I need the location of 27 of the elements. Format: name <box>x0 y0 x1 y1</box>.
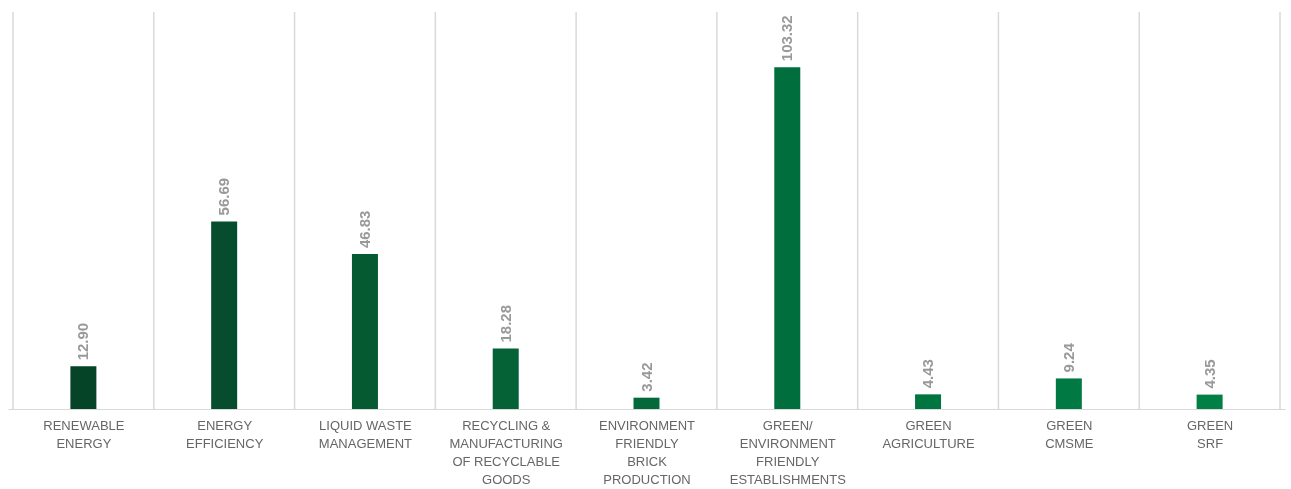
bar <box>774 67 801 409</box>
x-tick-label: ENERGY EFFICIENCY <box>186 417 264 451</box>
x-tick-label: ENVIRONMENT FRIENDLY BRICK PRODUCTION <box>598 417 696 487</box>
data-label: 3.42 <box>637 362 655 392</box>
x-tick-label: GREEN/ ENVIRONMENT FRIENDLY ESTABLISHMENTS <box>729 417 847 487</box>
bar <box>633 397 660 409</box>
bar <box>351 254 378 409</box>
bar <box>915 394 942 409</box>
x-tick-label: RECYCLING & MANUFACTURING OF RECYCLABLE GOODS <box>449 417 563 487</box>
bar <box>492 348 519 409</box>
bar <box>1055 378 1082 409</box>
bar <box>1196 394 1223 409</box>
data-label: 9.24 <box>1059 342 1077 373</box>
data-label: 46.83 <box>355 210 373 249</box>
bar <box>70 366 97 409</box>
bar <box>211 221 238 409</box>
data-label: 56.69 <box>215 177 233 216</box>
data-label: 103.32 <box>778 15 796 62</box>
x-tick-label: LIQUID WASTE MANAGEMENT <box>318 417 413 451</box>
data-label: 4.35 <box>1200 359 1218 389</box>
data-label: 18.28 <box>496 304 514 343</box>
x-tick-label: GREEN CMSME <box>1045 417 1094 451</box>
data-label: 4.43 <box>919 359 937 389</box>
x-tick-label: GREEN SRF <box>1186 417 1234 451</box>
data-label: 12.90 <box>74 322 92 361</box>
x-tick-label: GREEN AGRICULTURE <box>882 417 975 451</box>
x-tick-label: RENEWABLE ENERGY <box>43 417 125 451</box>
